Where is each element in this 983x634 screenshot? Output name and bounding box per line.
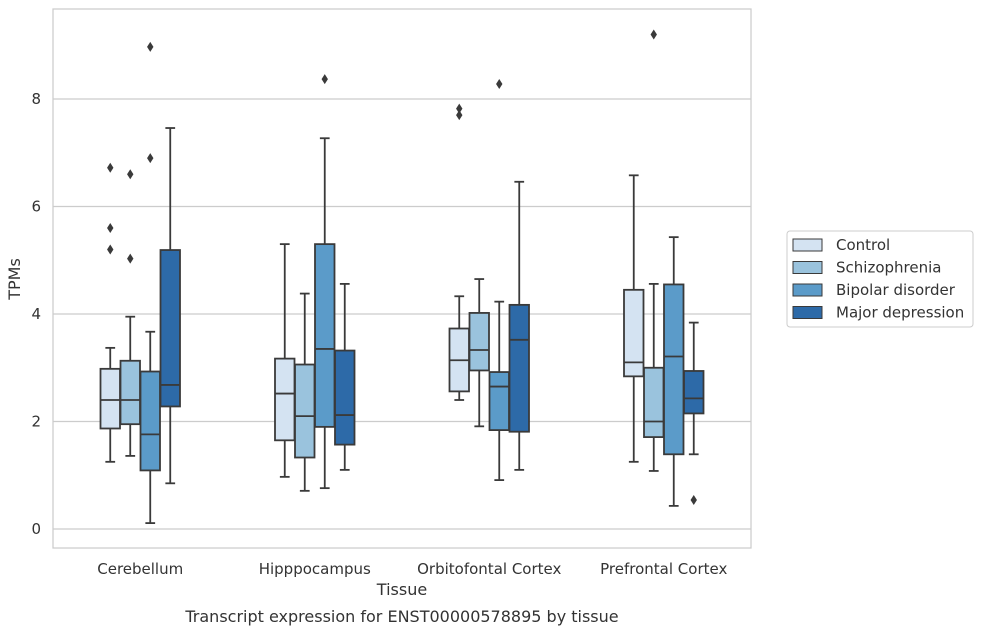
box-rect [643, 366, 665, 438]
legend-swatch [792, 261, 823, 274]
y-tick-label: 4 [31, 305, 41, 323]
box-rect [294, 363, 316, 459]
box-rect [139, 370, 161, 472]
box-rect [508, 303, 530, 433]
x-tick-label: Hipppocampus [259, 560, 371, 578]
box-1-3 [334, 282, 356, 471]
legend-label: Schizophrenia [836, 259, 941, 277]
box-1-2 [314, 74, 336, 490]
box-3-1 [643, 29, 665, 472]
box-2-1 [468, 278, 490, 428]
legend-swatch [792, 306, 823, 319]
outlier-point [456, 103, 463, 114]
x-tick-label: Orbitofontal Cortex [417, 560, 561, 578]
outlier-point [107, 223, 114, 233]
legend-label: Major depression [836, 304, 964, 322]
x-tick-label: Cerebellum [97, 560, 183, 578]
box-1-0 [274, 243, 296, 478]
box-0-0 [99, 162, 121, 463]
y-tick-label: 2 [31, 413, 41, 431]
box-0-2 [139, 41, 161, 524]
outlier-point [107, 244, 114, 255]
legend-swatch [792, 283, 823, 297]
x-axis-ticks: Cerebellum Hipppocampus Orbitofontal Corte… [97, 560, 727, 578]
box-rect [334, 349, 356, 446]
legend-frame [786, 230, 974, 328]
x-axis-title: Tissue [376, 580, 427, 599]
box-rect [159, 249, 181, 408]
box-rect [663, 283, 685, 456]
outlier-point [456, 110, 463, 121]
box-0-1 [119, 169, 141, 457]
box-3-3 [683, 321, 705, 505]
box-3-2 [663, 236, 685, 507]
legend-label: Bipolar disorder [836, 281, 956, 299]
outlier-point [127, 169, 134, 180]
outlier-point [147, 41, 154, 52]
legend-swatch [792, 238, 823, 252]
box-rect [683, 370, 705, 415]
y-axis-ticks: 0 2 4 6 8 [31, 90, 41, 538]
y-tick-label: 6 [31, 198, 41, 216]
box-0-3 [159, 127, 181, 485]
legend-label: Control [836, 236, 890, 254]
box-rect [623, 288, 645, 378]
outlier-point [650, 29, 657, 40]
box-rect [274, 357, 296, 442]
y-tick-label: 8 [31, 90, 41, 108]
box-3-0 [623, 174, 645, 463]
outlier-point [107, 162, 114, 173]
box-rect [99, 367, 121, 430]
outlier-point [321, 74, 328, 85]
outlier-point [127, 253, 134, 264]
chart-caption: Transcript expression for ENST0000057889… [184, 607, 618, 626]
box-2-3 [508, 180, 530, 471]
y-axis-title: TPMs [5, 258, 24, 301]
outlier-point [690, 494, 697, 505]
boxes-layer [99, 29, 705, 524]
outlier-point [147, 153, 154, 164]
legend: Control Schizophrenia Bipolar disorder Majo… [786, 230, 974, 328]
y-tick-label: 0 [31, 520, 41, 538]
box-1-1 [294, 292, 316, 492]
box-rect [488, 371, 510, 431]
x-tick-label: Prefrontal Cortex [600, 560, 727, 578]
outlier-point [496, 78, 503, 89]
box-rect [468, 312, 490, 372]
box-rect [119, 359, 141, 426]
box-rect [314, 243, 336, 428]
